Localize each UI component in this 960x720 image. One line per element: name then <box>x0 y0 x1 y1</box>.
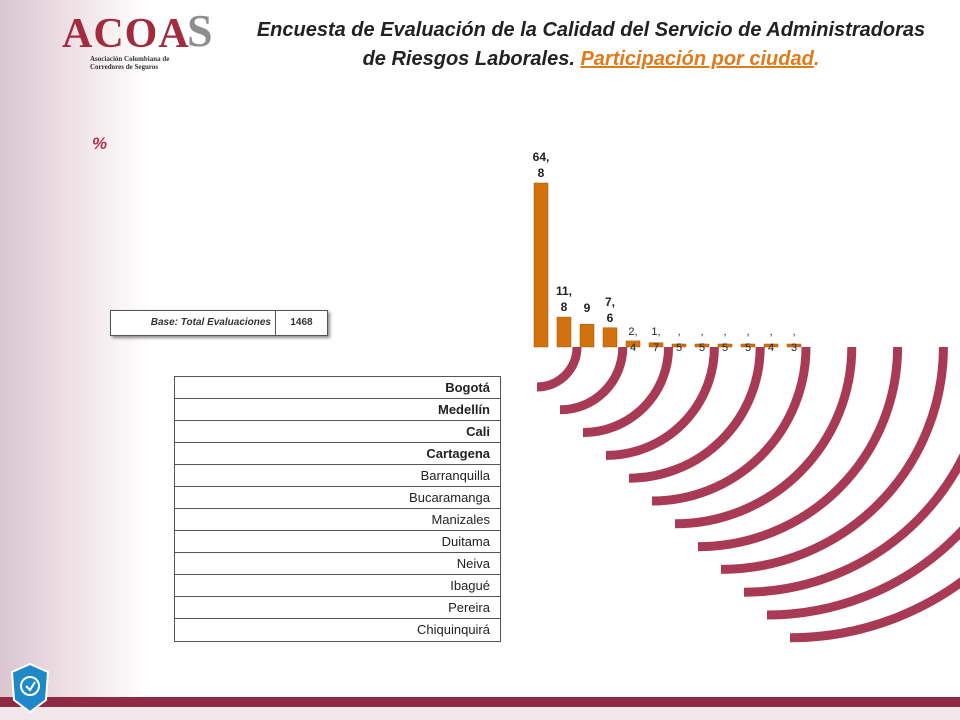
city-arc <box>582 346 674 438</box>
data-label: 9 <box>584 301 591 315</box>
city-arc <box>559 346 628 415</box>
city-row: Chiquinquirá <box>417 622 490 637</box>
city-arc <box>789 577 960 643</box>
data-label: ,5 <box>676 326 682 354</box>
title-line2: de Riesgos Laborales. <box>362 48 581 70</box>
city-row: Duitama <box>175 531 500 553</box>
data-label: ,3 <box>791 326 797 354</box>
data-label: 11, 8 <box>556 284 572 314</box>
bar <box>786 343 802 348</box>
bottom-band-light <box>0 707 960 720</box>
bar <box>740 343 756 348</box>
left-decoration <box>0 0 150 720</box>
city-table: Bogotá Medellín Cali Cartagena Barranquilla B… <box>174 376 501 642</box>
bar <box>694 343 710 348</box>
city-arc <box>697 346 903 552</box>
logo-subtitle-line2: Corredores de Seguros <box>90 63 159 71</box>
logo-s: S <box>187 5 213 56</box>
data-label: ,5 <box>722 326 728 354</box>
logo-subtitle-line1: Asociación Colombiana de <box>90 55 170 63</box>
bar <box>648 342 664 348</box>
city-arc <box>766 526 960 620</box>
data-label: 1, 7 <box>651 326 660 354</box>
bar <box>556 316 572 348</box>
bar <box>763 343 779 348</box>
bar <box>625 340 641 348</box>
city-row: Cartagena <box>175 443 500 465</box>
city-row: Barranquilla <box>175 465 500 487</box>
city-arc <box>743 453 960 597</box>
city-row: Bogotá <box>175 377 500 399</box>
base-value: 1468 <box>290 317 313 328</box>
bar <box>579 323 595 348</box>
bar <box>602 327 618 348</box>
data-label: 2, 4 <box>628 326 637 354</box>
title-highlight: Participación por ciudad <box>580 48 814 70</box>
city-row: Cali <box>175 421 500 443</box>
bar <box>717 343 733 348</box>
base-label: Base: Total Evaluaciones <box>111 311 276 335</box>
logo-subtitle: Asociación Colombiana de Corredores de S… <box>90 55 169 71</box>
data-label: 64, 8 <box>533 150 550 180</box>
acoas-logo: ACOA S Asociación Colombiana de Corredor… <box>62 5 222 72</box>
shield-icon <box>10 662 50 714</box>
city-arc <box>651 346 811 506</box>
logo-wordmark: ACOA <box>62 11 190 57</box>
city-row: Manizales <box>175 509 500 531</box>
city-arc <box>536 346 582 392</box>
city-arc <box>628 346 765 483</box>
bar <box>671 343 687 348</box>
page-title: Encuesta de Evaluación de la Calidad del… <box>236 16 946 74</box>
city-row: Bucaramanga <box>175 487 500 509</box>
city-row: Medellín <box>175 399 500 421</box>
base-box: Base: Total Evaluaciones 1468 <box>110 310 328 336</box>
bar <box>533 182 549 348</box>
title-end: . <box>813 48 820 70</box>
data-label: ,5 <box>699 326 705 354</box>
city-arc <box>720 346 948 574</box>
data-label: ,5 <box>745 326 751 354</box>
data-label: ,4 <box>768 326 774 354</box>
city-row: Ibagué <box>175 575 500 597</box>
data-label: 7, 6 <box>605 295 615 325</box>
city-row: Pereira <box>175 597 500 619</box>
city-arc <box>605 346 719 460</box>
unit-label: % <box>92 134 108 153</box>
city-row: Neiva <box>175 553 500 575</box>
city-arc <box>674 346 857 529</box>
bottom-band <box>0 697 960 707</box>
title-line1: Encuesta de Evaluación de la Calidad del… <box>256 19 926 41</box>
